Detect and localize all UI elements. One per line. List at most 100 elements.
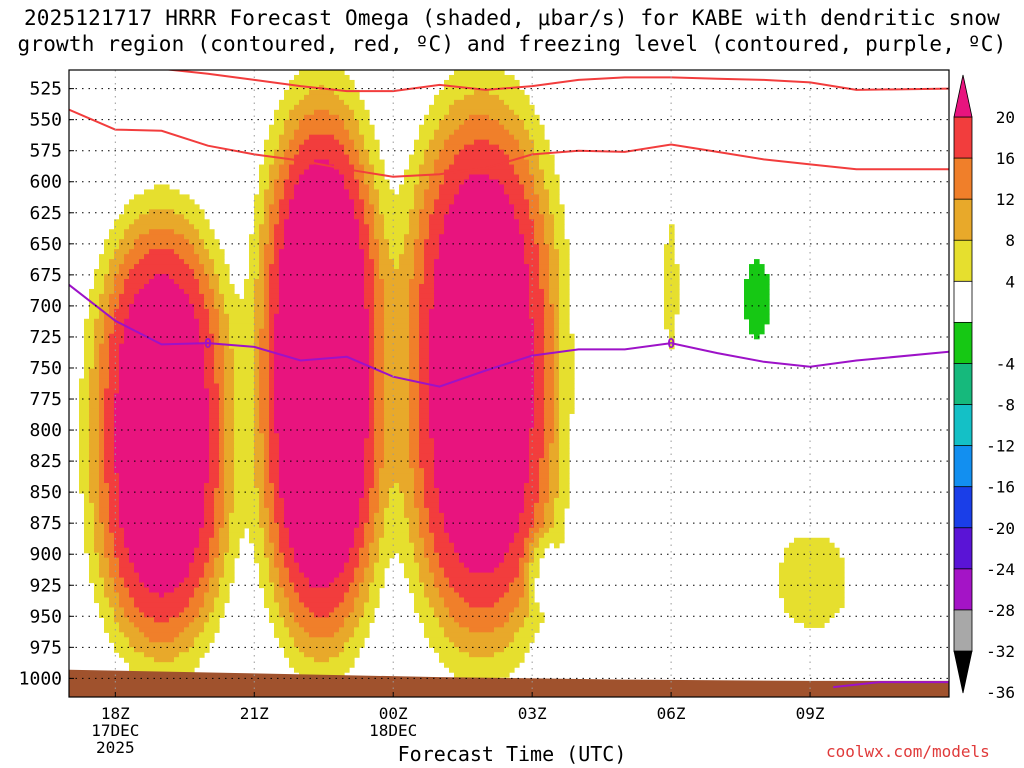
omega-cell <box>444 169 515 176</box>
omega-cell <box>449 607 515 614</box>
omega-cell <box>154 274 170 280</box>
omega-cell <box>544 373 555 380</box>
omega-cell <box>424 259 435 265</box>
omega-cell <box>279 219 285 225</box>
omega-cell <box>534 532 545 539</box>
omega-cell <box>424 547 435 554</box>
omega-cell <box>779 577 845 584</box>
omega-cell <box>434 164 450 171</box>
omega-cell <box>369 249 380 255</box>
omega-cell <box>219 288 235 295</box>
omega-cell <box>424 239 440 245</box>
omega-cell <box>224 368 235 375</box>
omega-cell <box>269 239 275 245</box>
omega-cell <box>89 552 100 559</box>
omega-cell <box>269 463 280 469</box>
omega-cell <box>279 582 295 589</box>
omega-cell <box>274 408 370 414</box>
dgz-contour-line <box>163 70 949 93</box>
omega-cell <box>379 209 410 215</box>
omega-cell <box>409 288 420 295</box>
omega-cell <box>554 512 565 519</box>
omega-cell <box>439 562 465 569</box>
omega-cell <box>279 204 290 210</box>
omega-cell <box>214 517 225 524</box>
omega-cell <box>559 249 570 255</box>
omega-cell <box>369 492 380 499</box>
omega-cell <box>419 229 430 235</box>
omega-cell <box>354 144 365 151</box>
omega-shading <box>69 70 949 697</box>
omega-cell <box>374 522 385 529</box>
omega-cell <box>384 383 410 390</box>
omega-cell <box>294 104 350 111</box>
omega-cell <box>209 423 220 429</box>
omega-cell <box>434 647 460 653</box>
omega-cell <box>264 463 270 469</box>
omega-cell <box>559 478 570 484</box>
omega-cell <box>134 567 190 574</box>
omega-cell <box>429 562 440 569</box>
omega-cell <box>434 448 530 454</box>
omega-cell <box>549 458 560 464</box>
omega-cell <box>554 373 560 380</box>
omega-cell <box>544 408 555 414</box>
omega-cell <box>414 602 430 609</box>
omega-cell <box>549 468 560 474</box>
x-tick-label: 21Z <box>240 704 269 723</box>
omega-cell <box>374 577 385 584</box>
omega-cell <box>269 124 285 131</box>
omega-cell <box>439 189 460 196</box>
omega-cell <box>269 567 280 574</box>
omega-cell <box>274 363 370 370</box>
omega-cell <box>374 423 385 429</box>
omega-cell <box>234 492 260 499</box>
omega-cell <box>204 512 215 519</box>
omega-cell <box>364 249 370 255</box>
omega-cell <box>549 204 565 210</box>
omega-cell <box>359 512 370 519</box>
omega-cell <box>534 179 545 186</box>
omega-cell <box>279 602 290 609</box>
omega-cell <box>269 373 275 380</box>
omega-cell <box>549 298 560 305</box>
omega-cell <box>99 607 115 614</box>
omega-cell <box>79 443 90 449</box>
omega-cell <box>259 507 270 514</box>
omega-cell <box>349 134 365 141</box>
omega-cell <box>424 632 445 638</box>
omega-cell <box>399 184 415 191</box>
omega-cell <box>79 488 90 494</box>
omega-cell <box>364 478 375 484</box>
omega-cell <box>124 209 150 215</box>
omega-cell <box>364 209 375 215</box>
omega-cell <box>414 552 425 559</box>
omega-cell <box>354 204 365 210</box>
omega-cell <box>219 443 225 449</box>
omega-cell <box>419 129 435 136</box>
omega-cell <box>399 254 415 260</box>
omega-cell <box>269 174 280 181</box>
omega-cell <box>369 497 380 504</box>
omega-cell <box>444 572 520 579</box>
omega-cell <box>284 89 310 96</box>
omega-cell <box>284 94 305 101</box>
omega-cell <box>294 612 315 618</box>
omega-cell <box>364 219 375 225</box>
omega-cell <box>424 488 440 494</box>
omega-cell <box>374 413 385 419</box>
omega-cell <box>364 463 375 469</box>
omega-cell <box>224 478 235 484</box>
omega-cell <box>364 483 375 489</box>
omega-cell <box>434 129 455 136</box>
omega-cell <box>519 572 525 579</box>
omega-cell <box>744 293 770 300</box>
omega-cell <box>364 288 375 295</box>
omega-cell <box>264 468 270 474</box>
omega-cell <box>104 448 115 454</box>
omega-cell <box>104 617 115 623</box>
omega-cell <box>494 627 520 633</box>
omega-cell <box>289 214 355 220</box>
omega-cell <box>264 283 270 290</box>
omega-cell <box>199 323 210 330</box>
